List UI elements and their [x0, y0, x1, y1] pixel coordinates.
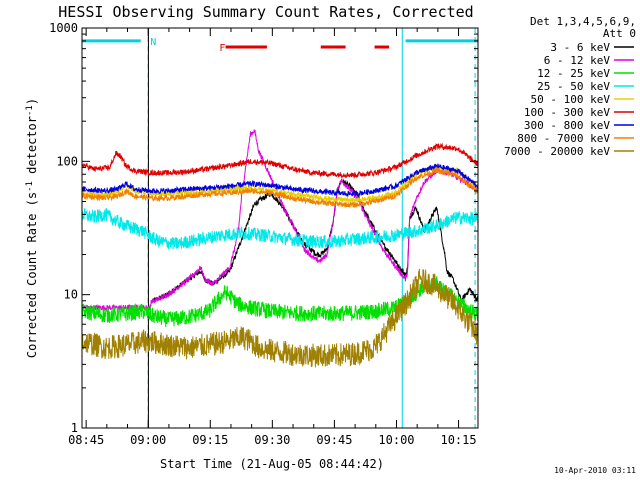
- y-tick-label: 1: [71, 421, 78, 435]
- series-line: [81, 207, 479, 250]
- y-axis-label-sup: -1: [25, 181, 35, 192]
- flag-label: F: [219, 43, 225, 54]
- annotations: NF: [82, 28, 478, 428]
- x-tick-label: 09:00: [130, 433, 166, 447]
- x-tick-label: 09:30: [254, 433, 290, 447]
- x-axis-label: Start Time (21-Aug-05 08:44:42): [160, 457, 384, 471]
- y-axis-label: Corrected Count Rate (s-1 detector-1): [25, 98, 39, 358]
- x-tick-label: 08:45: [68, 433, 104, 447]
- legend-entry: 6 - 12 keV: [544, 54, 611, 67]
- legend-entry: 25 - 50 keV: [537, 80, 610, 93]
- series-layer: [81, 129, 479, 368]
- chart-title: HESSI Observing Summary Count Rates, Cor…: [58, 3, 473, 21]
- series-line: [81, 163, 479, 197]
- series-line: [81, 129, 479, 312]
- legend-entry: 50 - 100 keV: [531, 93, 611, 106]
- series-line: [81, 167, 479, 208]
- y-tick-label: 100: [56, 154, 78, 168]
- series-line: [81, 142, 479, 180]
- y-axis-label-sup: -1: [25, 105, 35, 116]
- legend-entry: 100 - 300 keV: [524, 106, 610, 119]
- series-line: [81, 268, 479, 368]
- timestamp-footer: 10-Apr-2010 03:11: [554, 466, 636, 475]
- plot-frame: [81, 27, 479, 429]
- x-tick-label: 10:00: [378, 433, 414, 447]
- legend-entry: 300 - 800 keV: [524, 119, 610, 132]
- y-tick-label: 1000: [49, 21, 78, 35]
- x-tick-label: 10:15: [440, 433, 476, 447]
- legend-header: Att 0: [603, 27, 636, 40]
- axis-ticks: 08:45 09:00 09:15 09:30 09:45 10:00 10:15 1 10 10…: [49, 21, 478, 447]
- legend-entry: 3 - 6 keV: [550, 41, 610, 54]
- x-tick-label: 09:15: [192, 433, 228, 447]
- legend-entry: 12 - 25 keV: [537, 67, 610, 80]
- flag-label: N: [150, 37, 156, 48]
- y-tick-label: 10: [64, 288, 78, 302]
- legend-header: Det 1,3,4,5,6,9,: [530, 15, 636, 28]
- y-axis-label-part: detector: [25, 116, 39, 181]
- legend-entry: 800 - 7000 keV: [517, 132, 610, 145]
- y-axis-label-part: ): [25, 98, 39, 105]
- y-axis-label-part: Corrected Count Rate (s: [25, 192, 39, 358]
- x-tick-label: 09:45: [316, 433, 352, 447]
- legend-entry: 7000 - 20000 keV: [504, 145, 610, 158]
